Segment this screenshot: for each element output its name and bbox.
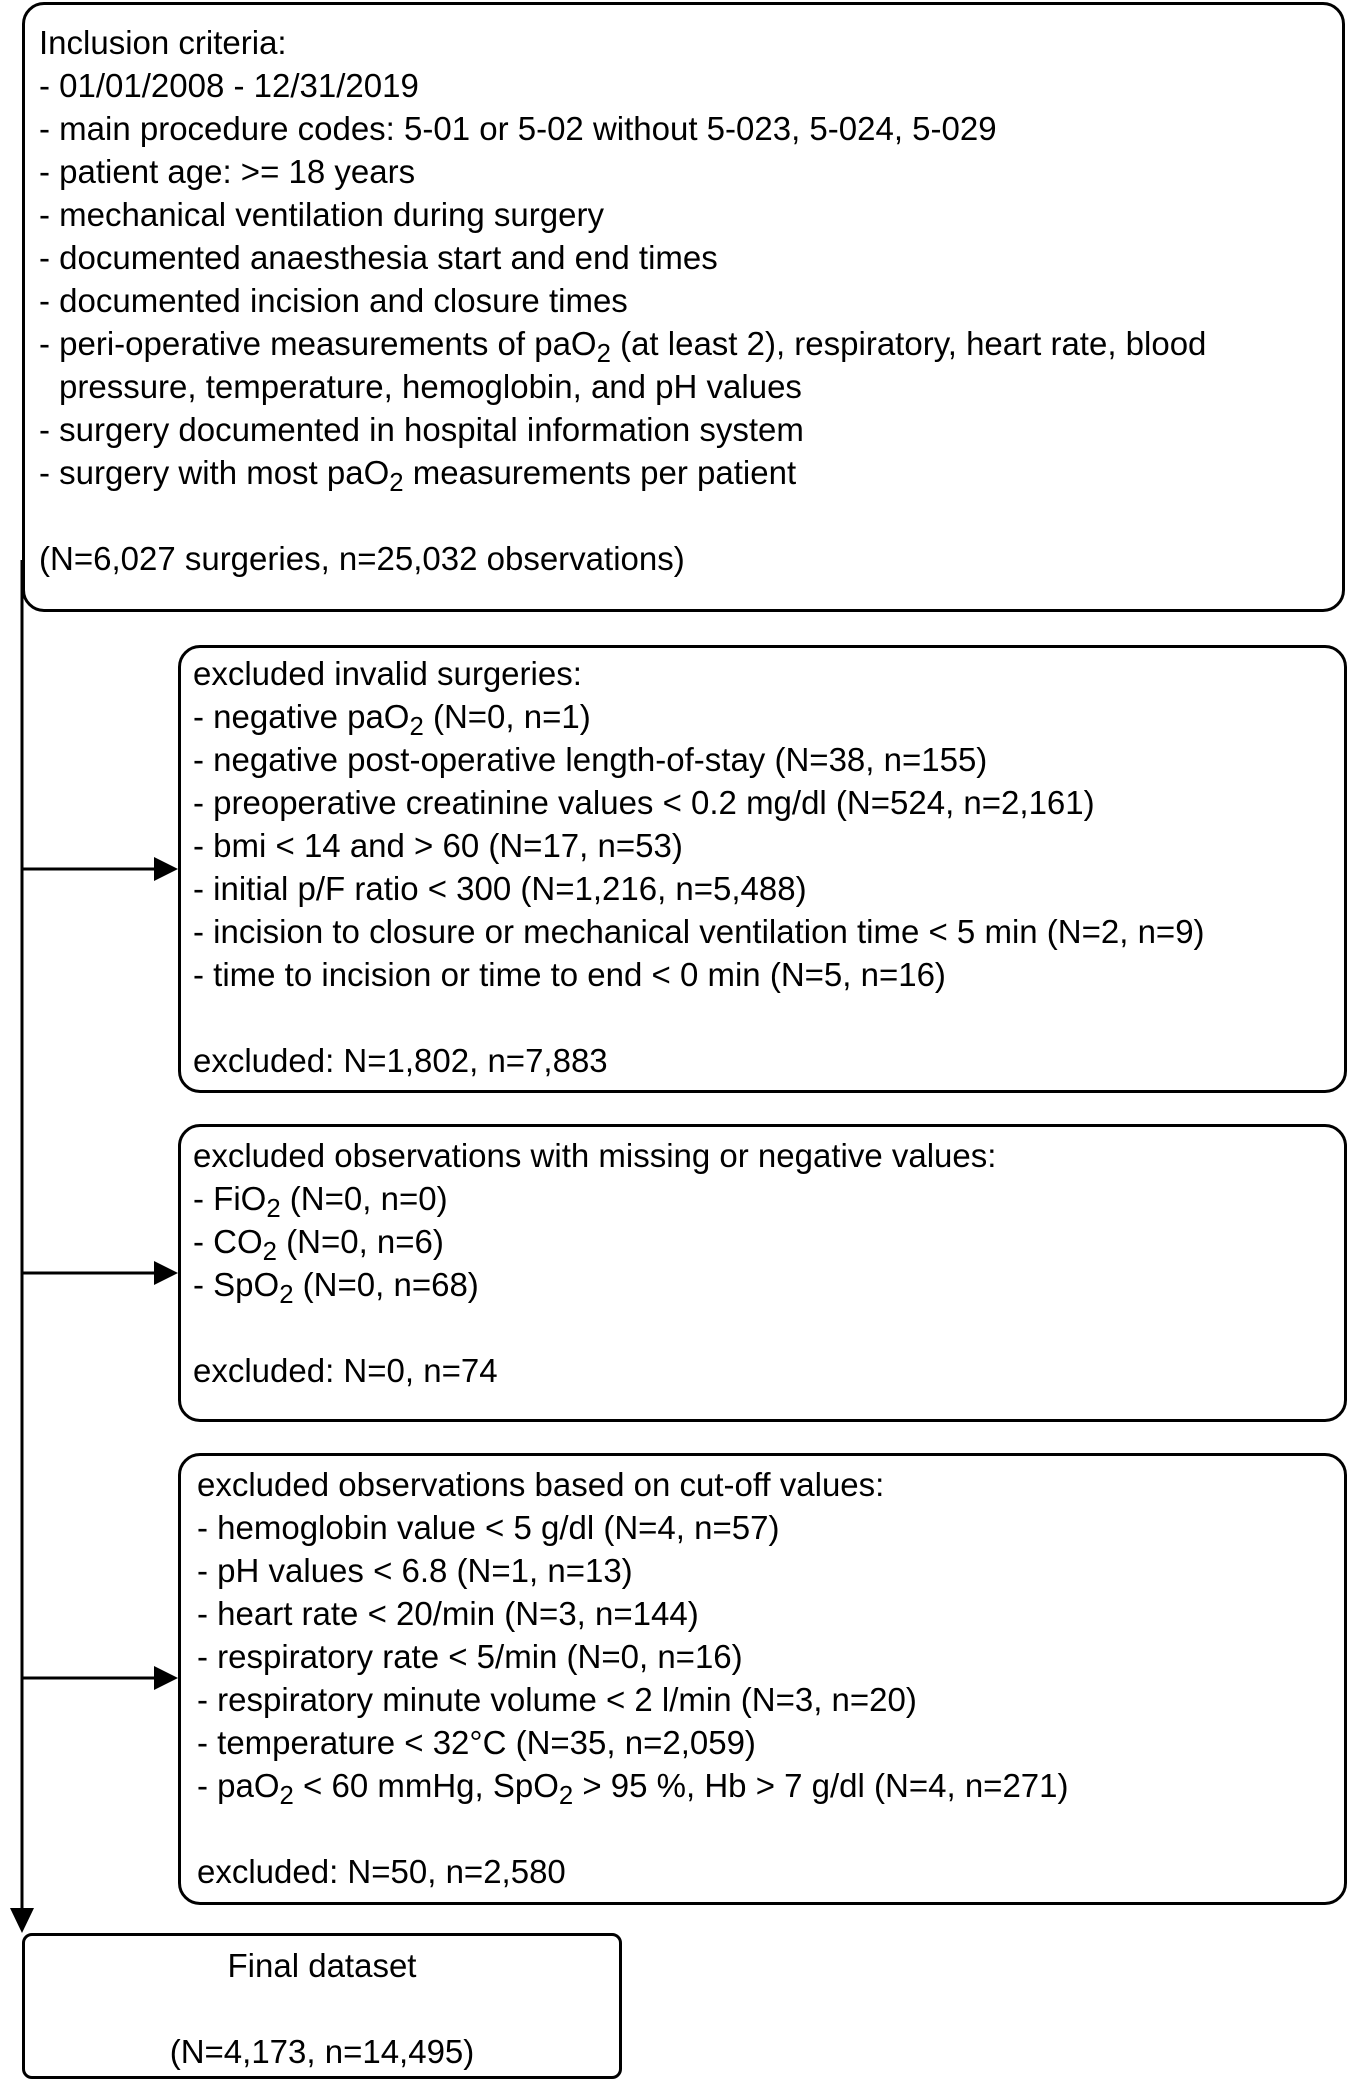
main-flow-arrowhead bbox=[10, 1908, 34, 1933]
final-dataset-box: Final dataset (N=4,173, n=14,495) bbox=[22, 1933, 622, 2079]
invalid-neg-los: - negative post-operative length-of-stay… bbox=[193, 741, 988, 778]
excluded-missing-values-box: excluded observations with missing or ne… bbox=[178, 1124, 1347, 1422]
excluded-invalid-surgeries-box: excluded invalid surgeries: - negative p… bbox=[178, 645, 1347, 1093]
missing-spo2: - SpO2 (N=0, n=68) bbox=[193, 1266, 479, 1310]
cutoff-combo: - paO2 < 60 mmHg, SpO2 > 95 %, Hb > 7 g/… bbox=[197, 1767, 1069, 1811]
invalid-time-to-incision: - time to incision or time to end < 0 mi… bbox=[193, 956, 946, 993]
inclusion-incision-times: - documented incision and closure times bbox=[39, 282, 628, 319]
cutoff-minute-volume: - respiratory minute volume < 2 l/min (N… bbox=[197, 1681, 917, 1718]
inclusion-date-range: - 01/01/2008 - 12/31/2019 bbox=[39, 67, 419, 104]
cutoff-heart-rate: - heart rate < 20/min (N=3, n=144) bbox=[197, 1595, 699, 1632]
cutoff-hemoglobin: - hemoglobin value < 5 g/dl (N=4, n=57) bbox=[197, 1509, 780, 1546]
missing-co2: - CO2 (N=0, n=6) bbox=[193, 1223, 444, 1267]
inclusion-measurements-cont: pressure, temperature, hemoglobin, and p… bbox=[59, 368, 802, 405]
inclusion-measurements: - peri-operative measurements of paO2 (a… bbox=[39, 325, 1207, 369]
invalid-bmi: - bmi < 14 and > 60 (N=17, n=53) bbox=[193, 827, 683, 864]
branch-arrowhead-missing bbox=[154, 1261, 178, 1285]
inclusion-anaesthesia-times: - documented anaesthesia start and end t… bbox=[39, 239, 718, 276]
invalid-incision-closure: - incision to closure or mechanical vent… bbox=[193, 913, 1205, 950]
missing-fio2: - FiO2 (N=0, n=0) bbox=[193, 1180, 448, 1224]
branch-arrowhead-cutoff bbox=[154, 1666, 178, 1690]
invalid-neg-pao2: - negative paO2 (N=0, n=1) bbox=[193, 698, 591, 742]
inclusion-procedure-codes: - main procedure codes: 5-01 or 5-02 wit… bbox=[39, 110, 997, 147]
invalid-creatinine: - preoperative creatinine values < 0.2 m… bbox=[193, 784, 1095, 821]
inclusion-criteria-box: Inclusion criteria: - 01/01/2008 - 12/31… bbox=[22, 2, 1345, 612]
inclusion-most-pao2: - surgery with most paO2 measurements pe… bbox=[39, 454, 797, 498]
branch-arrowhead-invalid bbox=[154, 857, 178, 881]
invalid-total: excluded: N=1,802, n=7,883 bbox=[193, 1042, 608, 1079]
missing-total: excluded: N=0, n=74 bbox=[193, 1352, 498, 1389]
cutoff-resp-rate: - respiratory rate < 5/min (N=0, n=16) bbox=[197, 1638, 743, 1675]
inclusion-count: (N=6,027 surgeries, n=25,032 observation… bbox=[39, 540, 685, 577]
inclusion-ventilation: - mechanical ventilation during surgery bbox=[39, 196, 604, 233]
cutoff-title: excluded observations based on cut-off v… bbox=[197, 1466, 885, 1503]
final-title: Final dataset bbox=[227, 1947, 417, 1984]
inclusion-his: - surgery documented in hospital informa… bbox=[39, 411, 804, 448]
invalid-title: excluded invalid surgeries: bbox=[193, 655, 582, 692]
invalid-pf-ratio: - initial p/F ratio < 300 (N=1,216, n=5,… bbox=[193, 870, 807, 907]
missing-title: excluded observations with missing or ne… bbox=[193, 1137, 997, 1174]
final-count: (N=4,173, n=14,495) bbox=[169, 2033, 475, 2070]
cutoff-ph: - pH values < 6.8 (N=1, n=13) bbox=[197, 1552, 633, 1589]
cutoff-temperature: - temperature < 32°C (N=35, n=2,059) bbox=[197, 1724, 756, 1761]
excluded-cutoff-values-box: excluded observations based on cut-off v… bbox=[178, 1453, 1347, 1905]
cutoff-total: excluded: N=50, n=2,580 bbox=[197, 1853, 566, 1890]
inclusion-age: - patient age: >= 18 years bbox=[39, 153, 416, 190]
inclusion-title: Inclusion criteria: bbox=[39, 24, 287, 61]
